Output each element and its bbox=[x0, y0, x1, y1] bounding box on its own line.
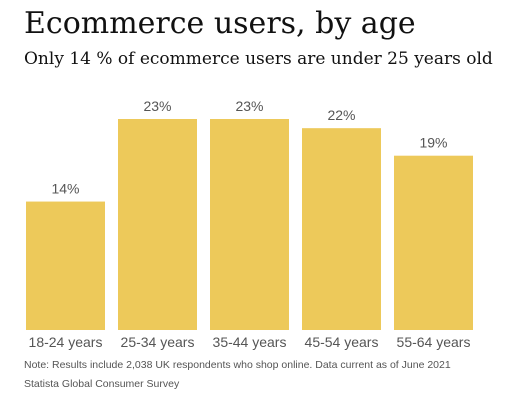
value-label: 14% bbox=[51, 181, 79, 197]
x-tick-label: 18-24 years bbox=[29, 334, 103, 350]
value-label: 22% bbox=[327, 107, 355, 123]
x-tick-label: 55-64 years bbox=[397, 334, 471, 350]
value-labels-group: 14% 23% 23% 22% 19% bbox=[51, 98, 447, 197]
x-tick-label: 25-34 years bbox=[121, 334, 195, 350]
bar-55-64-years bbox=[394, 155, 473, 330]
bar-45-54-years bbox=[302, 128, 381, 330]
bar-25-34-years bbox=[118, 119, 197, 330]
x-tick-label: 45-54 years bbox=[305, 334, 379, 350]
value-label: 19% bbox=[419, 135, 447, 151]
chart-subtitle: Only 14 % of ecommerce users are under 2… bbox=[24, 49, 493, 69]
bar-18-24-years bbox=[26, 201, 105, 330]
x-tick-label: 35-44 years bbox=[213, 334, 287, 350]
footnote: Note: Results include 2,038 UK responden… bbox=[24, 359, 451, 371]
x-tick-labels-group: 18-24 years 25-34 years 35-44 years 45-54 y… bbox=[29, 334, 471, 350]
bar-35-44-years bbox=[210, 119, 289, 330]
value-label: 23% bbox=[143, 98, 171, 114]
chart-title: Ecommerce users, by age bbox=[24, 6, 416, 41]
value-label: 23% bbox=[235, 98, 263, 114]
source-credit: Statista Global Consumer Survey bbox=[24, 378, 180, 390]
bars-group bbox=[26, 119, 473, 330]
